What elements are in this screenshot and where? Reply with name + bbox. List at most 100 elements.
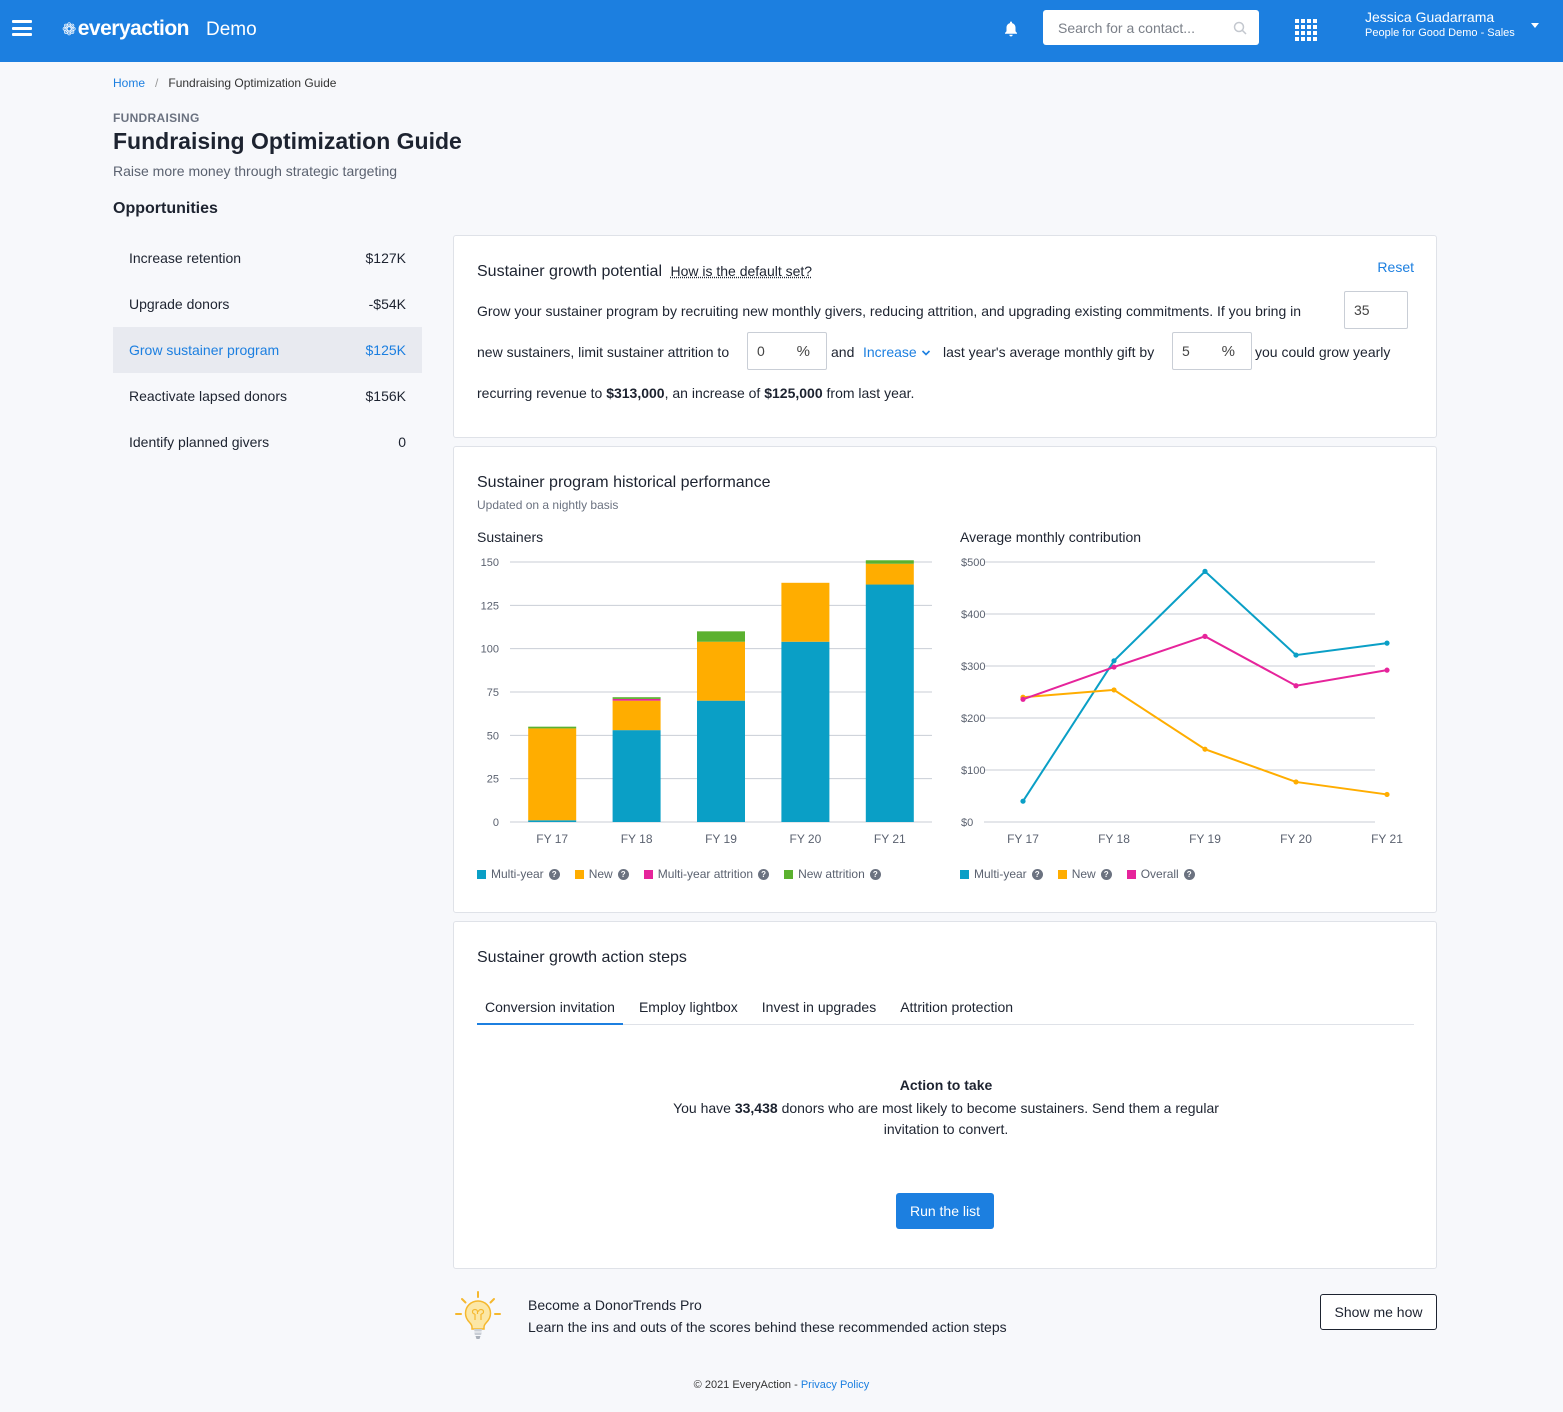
tab-conversion-invitation[interactable]: Conversion invitation	[477, 988, 623, 1025]
legend-item-new-attrition: New attrition?	[784, 867, 881, 881]
point-multi-year	[1111, 658, 1117, 664]
direction-dropdown[interactable]: Increase	[863, 344, 931, 360]
point-new	[1384, 791, 1390, 798]
point-new	[1293, 779, 1299, 785]
menu-icon[interactable]	[12, 20, 32, 36]
point-multi-year	[1020, 798, 1026, 804]
breadcrumb-home-link[interactable]: Home	[113, 76, 146, 90]
growth-text-grow: you could grow yearly	[1255, 344, 1391, 360]
x-tick-label: FY 20	[1280, 832, 1312, 846]
gift-increase-input[interactable]: %	[1172, 332, 1252, 370]
growth-card-title: Sustainer growth potential	[477, 263, 662, 280]
default-help-link[interactable]: How is the default set?	[670, 263, 813, 279]
y-tick-label: 125	[481, 600, 499, 612]
historical-performance-card: Sustainer program historical performance…	[453, 446, 1437, 913]
show-me-how-button[interactable]: Show me how	[1320, 1294, 1437, 1330]
help-icon[interactable]: ?	[1183, 868, 1195, 880]
gift-increase-field[interactable]	[1173, 333, 1251, 369]
opportunity-identify-planned-givers[interactable]: Identify planned givers 0	[113, 419, 422, 465]
legend-swatch	[960, 869, 969, 879]
bar-multi-year	[781, 641, 830, 822]
legend-label: Overall	[1140, 867, 1179, 881]
point-multi-year	[1384, 640, 1390, 646]
x-tick-label: FY 17	[1007, 832, 1039, 846]
legend-swatch	[784, 869, 794, 879]
bell-icon[interactable]	[1002, 20, 1020, 38]
help-icon[interactable]: ?	[1100, 868, 1112, 880]
attrition-field[interactable]	[748, 333, 826, 369]
attrition-input[interactable]: %	[747, 332, 827, 370]
y-tick-label: $200	[961, 713, 985, 725]
contribution-chart-title: Average monthly contribution	[960, 529, 1142, 545]
legend-swatch	[643, 869, 653, 879]
help-icon[interactable]: ?	[1031, 868, 1043, 880]
bar-new-attrition	[612, 697, 661, 699]
breadcrumb-current: Fundraising Optimization Guide	[168, 76, 337, 90]
direction-value: Increase	[863, 344, 917, 360]
tab-employ-lightbox[interactable]: Employ lightbox	[638, 999, 738, 1015]
app-grid-icon[interactable]	[1295, 19, 1317, 41]
growth-text-gift: last year's average monthly gift by	[943, 344, 1155, 360]
growth-text-line-1: Grow your sustainer program by recruitin…	[477, 303, 1302, 319]
brand-name: everyaction	[77, 17, 190, 40]
search-icon[interactable]	[1233, 21, 1247, 35]
opportunity-value: 0	[398, 434, 406, 450]
top-navigation-bar: ❁everyaction Demo Jessica Guadarrama Peo…	[0, 0, 1563, 62]
legend-label: New	[588, 867, 613, 881]
legend-label: Multi-year	[974, 867, 1027, 881]
x-tick-label: FY 18	[621, 832, 653, 846]
opportunity-value: $127K	[365, 250, 406, 266]
history-update-note: Updated on a nightly basis	[477, 498, 619, 512]
action-text-prefix: You have	[673, 1100, 731, 1116]
action-steps-card: Sustainer growth action steps Conversion…	[453, 921, 1437, 1269]
help-icon[interactable]: ?	[869, 868, 881, 880]
bar-new	[528, 728, 577, 821]
logo-mark-icon: ❁	[62, 20, 76, 39]
bar-multi-year	[865, 584, 914, 822]
legend-item-multi-year: Multi-year?	[477, 867, 560, 881]
increase-suffix: from last year.	[826, 385, 915, 401]
action-steps-tabs: Conversion invitation Employ lightbox In…	[477, 988, 1414, 1025]
bar-new-attrition	[697, 631, 745, 642]
opportunities-heading: Opportunities	[113, 200, 218, 217]
privacy-policy-link[interactable]: Privacy Policy	[800, 1379, 870, 1391]
opportunity-upgrade-donors[interactable]: Upgrade donors -$54K	[113, 281, 422, 327]
new-sustainers-field[interactable]	[1345, 292, 1407, 328]
opportunity-grow-sustainer-program[interactable]: Grow sustainer program $125K	[113, 327, 422, 373]
legend-swatch	[574, 869, 584, 879]
contact-search[interactable]	[1043, 10, 1259, 45]
growth-text-line-2: new sustainers, limit sustainer attritio…	[477, 344, 730, 360]
bar-new-attrition	[528, 726, 577, 729]
pro-description: Learn the ins and outs of the scores beh…	[528, 1319, 1007, 1335]
tab-attrition-protection[interactable]: Attrition protection	[900, 999, 1014, 1015]
donor-count: 33,438	[734, 1100, 778, 1116]
projected-increase: $125,000	[764, 385, 823, 401]
sustainers-legend: Multi-year? New? Multi-year attrition? New …	[477, 867, 896, 881]
help-icon[interactable]: ?	[548, 868, 560, 880]
opportunity-value: -$54K	[368, 296, 406, 312]
legend-item-new: New?	[574, 867, 629, 881]
point-overall	[1111, 664, 1117, 670]
tab-invest-in-upgrades[interactable]: Invest in upgrades	[761, 999, 877, 1015]
brand-logo[interactable]: ❁everyaction	[62, 17, 189, 41]
bar-multi-year	[612, 730, 661, 822]
user-organization: People for Good Demo - Sales	[1365, 27, 1515, 39]
point-multi-year	[1293, 652, 1299, 658]
user-menu[interactable]: Jessica Guadarrama People for Good Demo …	[1365, 9, 1539, 40]
help-icon[interactable]: ?	[758, 868, 770, 880]
new-sustainers-input[interactable]	[1344, 291, 1408, 329]
x-tick-label: FY 18	[1098, 832, 1130, 846]
legend-label: New	[1071, 867, 1096, 881]
opportunity-reactivate-lapsed-donors[interactable]: Reactivate lapsed donors $156K	[113, 373, 422, 419]
run-list-button[interactable]: Run the list	[896, 1193, 994, 1229]
reset-link[interactable]: Reset	[1377, 259, 1414, 275]
history-card-title: Sustainer program historical performance	[477, 474, 771, 491]
help-icon[interactable]: ?	[617, 868, 629, 880]
contribution-line-chart: $0 $100 $200 $300 $400 $500 FY 17 FY 18 FY 19 FY …	[961, 557, 1403, 846]
search-input[interactable]	[1043, 10, 1228, 45]
bar-new-attrition	[865, 560, 914, 564]
point-overall	[1020, 696, 1026, 702]
opportunity-increase-retention[interactable]: Increase retention $127K	[113, 235, 422, 281]
y-tick-label: 25	[487, 774, 499, 786]
environment-label: Demo	[206, 19, 257, 40]
